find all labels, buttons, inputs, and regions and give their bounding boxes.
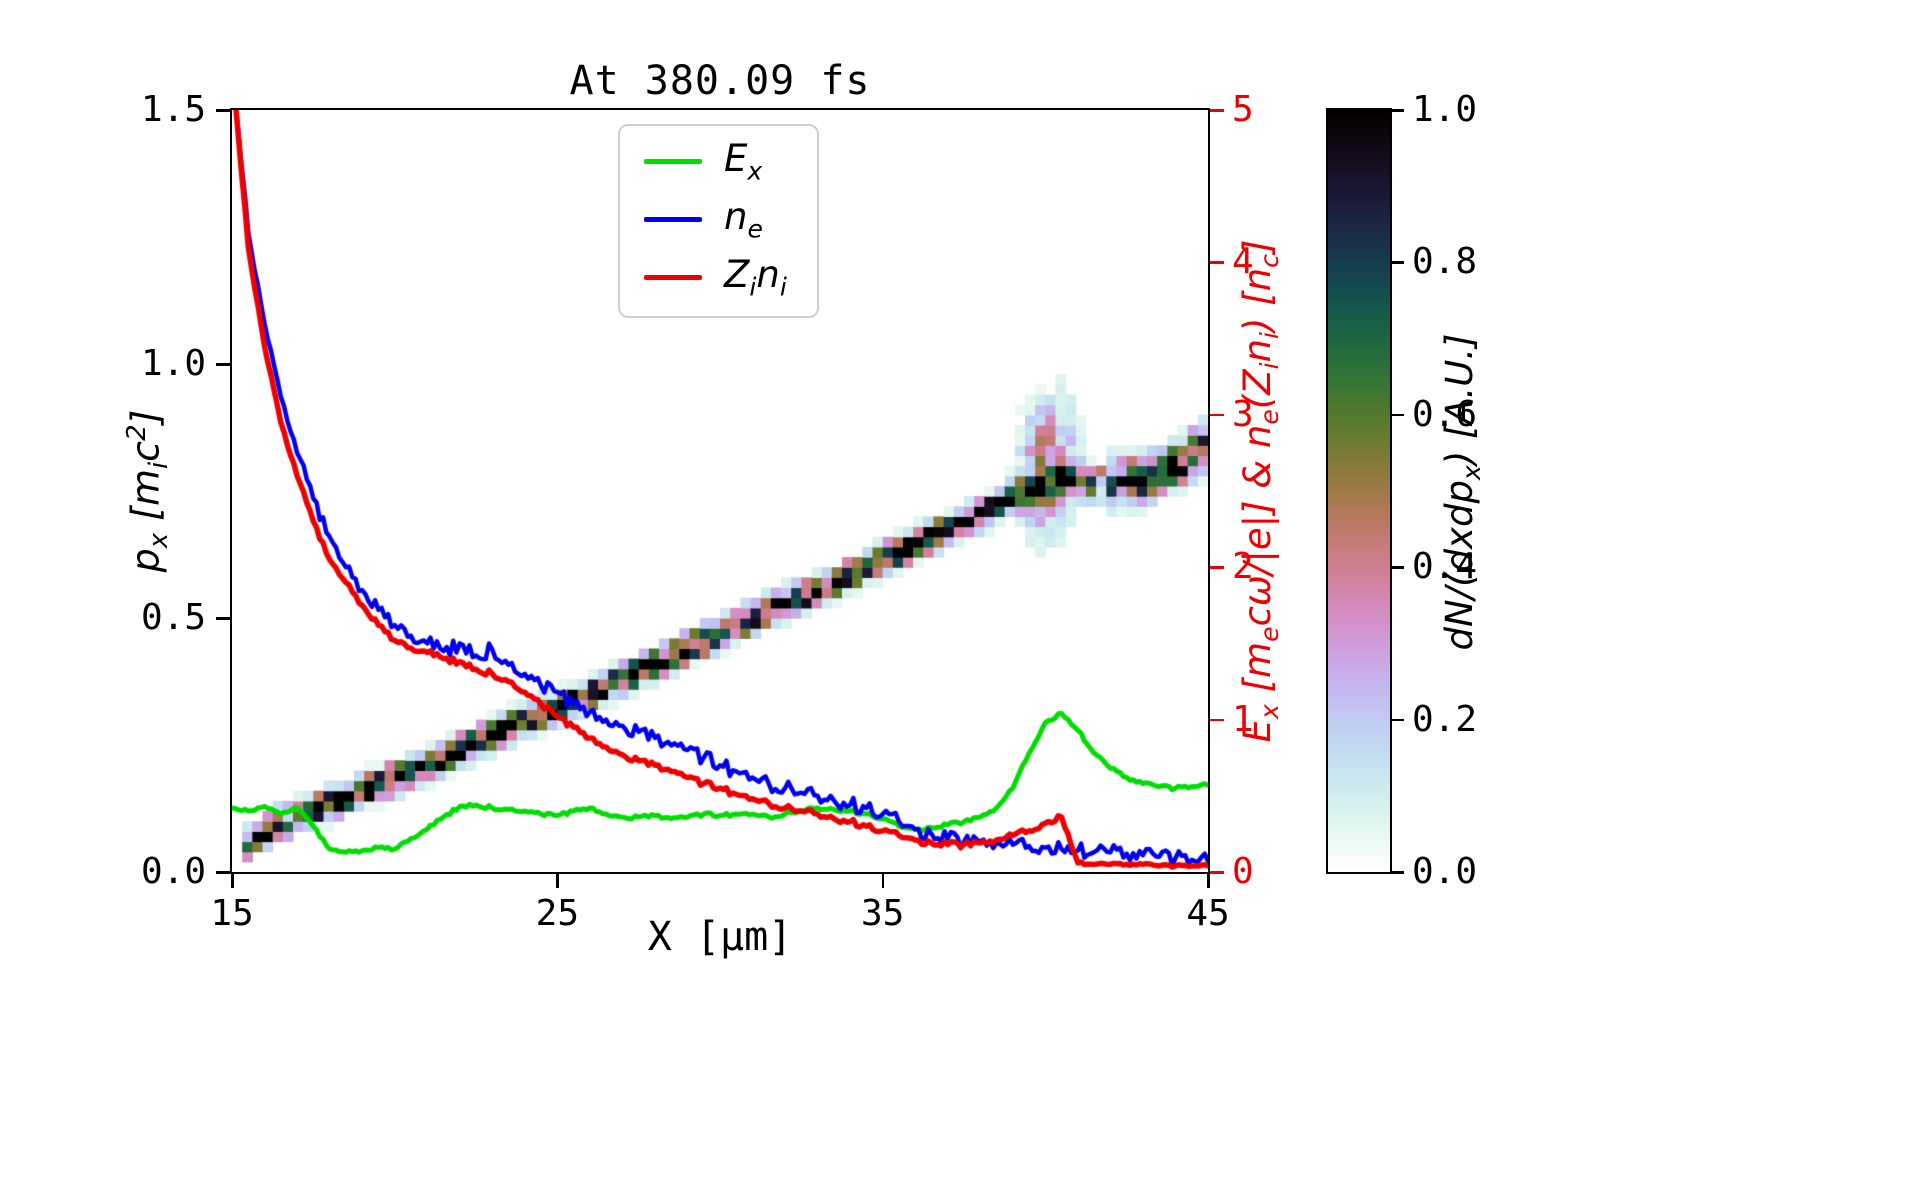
- colorbar-tick: [1392, 261, 1404, 264]
- y-tick-left-label: 0.0: [140, 851, 206, 892]
- y-tick-right: [1210, 718, 1224, 722]
- colorbar-gradient-canvas: [1328, 110, 1390, 872]
- legend-entry-ne: ne: [644, 194, 787, 244]
- colorbar-tick-label: 0.8: [1412, 241, 1478, 283]
- legend-line-ne: [644, 216, 702, 222]
- legend-label-zini: Zini: [724, 252, 787, 302]
- y-tick-right: [1210, 261, 1224, 264]
- x-tick: [881, 874, 885, 888]
- y-tick-right: [1210, 109, 1224, 112]
- y-tick-left-label: 1.5: [140, 89, 206, 130]
- x-tick: [1207, 874, 1210, 888]
- colorbar-tick: [1392, 871, 1404, 874]
- legend-entry-zini: Zini: [644, 252, 787, 302]
- plot-title: At 380.09 fs: [569, 58, 871, 104]
- colorbar-tick: [1392, 109, 1404, 112]
- colorbar-tick: [1392, 566, 1404, 569]
- x-tick: [231, 874, 234, 888]
- y-tick-left-label: 1.0: [140, 343, 206, 384]
- colorbar-tick-label: 0.0: [1412, 851, 1478, 892]
- y-tick-right: [1210, 871, 1224, 874]
- y-tick-right: [1210, 566, 1224, 569]
- legend-line-ex: [644, 158, 702, 164]
- y-tick-left-label: 0.5: [140, 597, 206, 638]
- colorbar: [1326, 108, 1392, 874]
- y-tick-right: [1210, 413, 1224, 417]
- colorbar-tick: [1392, 413, 1404, 417]
- colorbar-label: dN/(dxdpx) [A.U.]: [1437, 333, 1487, 651]
- x-tick: [556, 874, 559, 888]
- legend-label-ne: ne: [724, 194, 763, 244]
- legend-line-zini: [644, 274, 702, 280]
- colorbar-tick-label: 1.0: [1412, 89, 1478, 130]
- y-tick-left: [216, 363, 230, 366]
- y-tick-left: [216, 617, 230, 620]
- x-axis-label: X [μm]: [647, 914, 793, 960]
- legend-entry-ex: Ex: [644, 136, 787, 186]
- legend-label-ex: Ex: [724, 136, 763, 186]
- y-tick-left: [216, 109, 230, 112]
- y-tick-left: [216, 871, 230, 874]
- colorbar-tick: [1392, 718, 1404, 722]
- colorbar-tick-label: 0.2: [1412, 698, 1478, 740]
- y-axis-label-right: Ex [mecω/|e|] & ne(Zini) [nc]: [1235, 239, 1285, 743]
- legend: Ex ne Zini: [618, 124, 819, 318]
- y-tick-right-label: 5: [1232, 89, 1254, 130]
- y-tick-right-label: 0: [1232, 851, 1254, 892]
- y-axis-label-left: px [mic2]: [121, 409, 175, 573]
